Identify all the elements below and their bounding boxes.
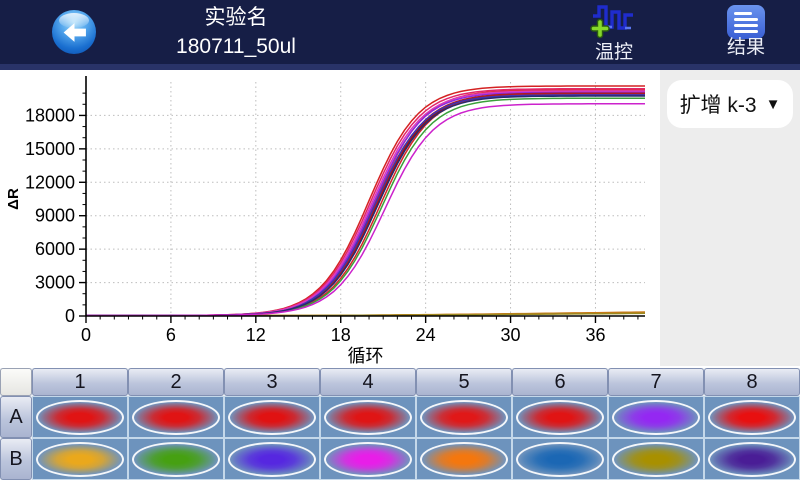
well-cell-A3[interactable] (224, 396, 320, 438)
svg-text:9000: 9000 (35, 206, 75, 226)
well-A6[interactable] (516, 399, 604, 435)
well-cell-B5[interactable] (416, 438, 512, 480)
well-cell-A7[interactable] (608, 396, 704, 438)
well-cell-B4[interactable] (320, 438, 416, 480)
y-axis-label: ΔR (5, 188, 22, 210)
plate-row-header-B[interactable]: B (0, 438, 32, 480)
svg-text:15000: 15000 (25, 139, 75, 159)
side-panel: 扩增 k-3 ▼ (660, 70, 800, 366)
result-list-icon (727, 5, 765, 39)
plate-column-header-7[interactable]: 7 (608, 368, 704, 396)
title-block: 实验名 180711_50ul (80, 3, 392, 61)
svg-text:36: 36 (585, 325, 605, 345)
svg-text:18000: 18000 (25, 105, 75, 125)
experiment-name: 180711_50ul (176, 35, 296, 58)
well-cell-B7[interactable] (608, 438, 704, 480)
well-B5[interactable] (420, 441, 508, 477)
temp-control-label: 温控 (594, 42, 633, 63)
plate-row-header-A[interactable]: A (0, 396, 32, 438)
well-B7[interactable] (612, 441, 700, 477)
well-cell-A2[interactable] (128, 396, 224, 438)
channel-dropdown[interactable]: 扩增 k-3 ▼ (667, 80, 793, 128)
well-A8[interactable] (708, 399, 796, 435)
plate-column-header-5[interactable]: 5 (416, 368, 512, 396)
well-cell-B6[interactable] (512, 438, 608, 480)
svg-text:18: 18 (331, 325, 351, 345)
accent-strip (0, 64, 800, 70)
x-axis-label: 循环 (348, 346, 384, 366)
well-cell-A4[interactable] (320, 396, 416, 438)
well-B1[interactable] (36, 441, 124, 477)
svg-text:24: 24 (416, 325, 436, 345)
svg-text:12000: 12000 (25, 172, 75, 192)
well-A5[interactable] (420, 399, 508, 435)
well-A2[interactable] (132, 399, 220, 435)
svg-text:6000: 6000 (35, 239, 75, 259)
page-title: 实验名 (204, 6, 268, 29)
well-B6[interactable] (516, 441, 604, 477)
plate-column-header-1[interactable]: 1 (32, 368, 128, 396)
well-cell-A1[interactable] (32, 396, 128, 438)
chart-svg: 0 6 12 18 24 30 36 0 3000 6000 9000 12000 15000 18000… (5, 76, 646, 366)
result-label: 结果 (726, 37, 765, 58)
well-cell-B2[interactable] (128, 438, 224, 480)
well-cell-A6[interactable] (512, 396, 608, 438)
well-A1[interactable] (36, 399, 124, 435)
well-cell-A8[interactable] (704, 396, 800, 438)
well-A3[interactable] (228, 399, 316, 435)
plate-column-header-4[interactable]: 4 (320, 368, 416, 396)
plate-column-header-6[interactable]: 6 (512, 368, 608, 396)
chevron-down-icon: ▼ (765, 95, 781, 113)
temp-control-button[interactable]: 温控 (576, 1, 652, 64)
well-B4[interactable] (324, 441, 412, 477)
well-cell-A5[interactable] (416, 396, 512, 438)
plate-column-header-8[interactable]: 8 (704, 368, 800, 396)
well-cell-B1[interactable] (32, 438, 128, 480)
svg-text:0: 0 (81, 325, 91, 345)
well-A4[interactable] (324, 399, 412, 435)
well-cell-B8[interactable] (704, 438, 800, 480)
back-button[interactable] (52, 10, 96, 54)
channel-dropdown-label: 扩增 k-3 (679, 94, 757, 117)
svg-text:30: 30 (501, 325, 521, 345)
svg-text:6: 6 (166, 325, 176, 345)
result-button[interactable]: 结果 (708, 1, 784, 64)
plate-column-header-2[interactable]: 2 (128, 368, 224, 396)
plate-corner-cell[interactable] (0, 368, 32, 396)
well-A7[interactable] (612, 399, 700, 435)
well-B2[interactable] (132, 441, 220, 477)
svg-text:3000: 3000 (35, 273, 75, 293)
well-cell-B3[interactable] (224, 438, 320, 480)
svg-text:0: 0 (65, 306, 75, 326)
back-arrow-icon (61, 19, 88, 46)
svg-text:12: 12 (246, 325, 266, 345)
well-B3[interactable] (228, 441, 316, 477)
well-B8[interactable] (708, 441, 796, 477)
plate-column-header-3[interactable]: 3 (224, 368, 320, 396)
navbar: 实验名 180711_50ul 温控 结果 (0, 0, 800, 64)
amplification-chart: 0 6 12 18 24 30 36 0 3000 6000 9000 12000 15000 18000… (0, 70, 660, 368)
temperature-curve-icon (589, 1, 639, 44)
